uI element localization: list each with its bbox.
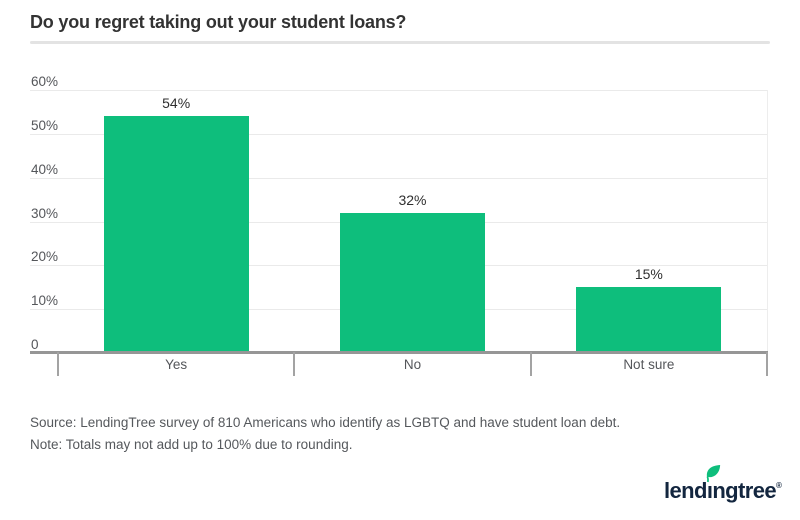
gridline [30, 90, 768, 91]
bar [576, 287, 722, 353]
y-axis-label: 60% [31, 74, 59, 89]
lendingtree-logo: lendıngtree® [664, 464, 794, 506]
y-axis-label: 30% [31, 205, 59, 221]
bar-value-label: 15% [634, 266, 663, 283]
source-text: Source: LendingTree survey of 810 Americ… [30, 415, 621, 430]
y-axis-label: 50% [31, 117, 59, 133]
note-text: Note: Totals may not add up to 100% due … [30, 437, 353, 452]
logo-text: lendıngtree® [664, 478, 782, 503]
chart-footnotes: Source: LendingTree survey of 810 Americ… [30, 412, 620, 456]
bar [340, 212, 485, 353]
y-axis-label: 40% [31, 161, 59, 177]
y-axis-label: 10% [31, 293, 59, 309]
trademark-symbol: ® [775, 481, 782, 490]
category-label: Yes [165, 357, 188, 372]
category-label: Not sure [623, 357, 675, 372]
title-divider [30, 41, 770, 44]
category-label: No [403, 357, 422, 372]
y-axis-label: 0 [31, 337, 39, 352]
bar-value-label: 54% [162, 95, 191, 112]
x-axis-line [30, 351, 768, 354]
gridline [30, 177, 768, 179]
leaf-icon [706, 465, 721, 483]
y-axis-label: 20% [31, 249, 59, 265]
bar-chart: 0 10% 20% 30% 40% 50% 60% 54% Yes 32% No 15% Not sur… [30, 75, 768, 385]
page-title: Do you regret taking out your student lo… [30, 12, 407, 32]
axis-tick [57, 352, 59, 376]
bar-value-label: 32% [398, 191, 427, 208]
axis-tick [766, 352, 768, 376]
axis-tick [529, 352, 532, 376]
gridline [30, 133, 768, 135]
axis-tick [293, 352, 296, 376]
plot-right-border [767, 90, 768, 353]
bar [103, 116, 249, 353]
